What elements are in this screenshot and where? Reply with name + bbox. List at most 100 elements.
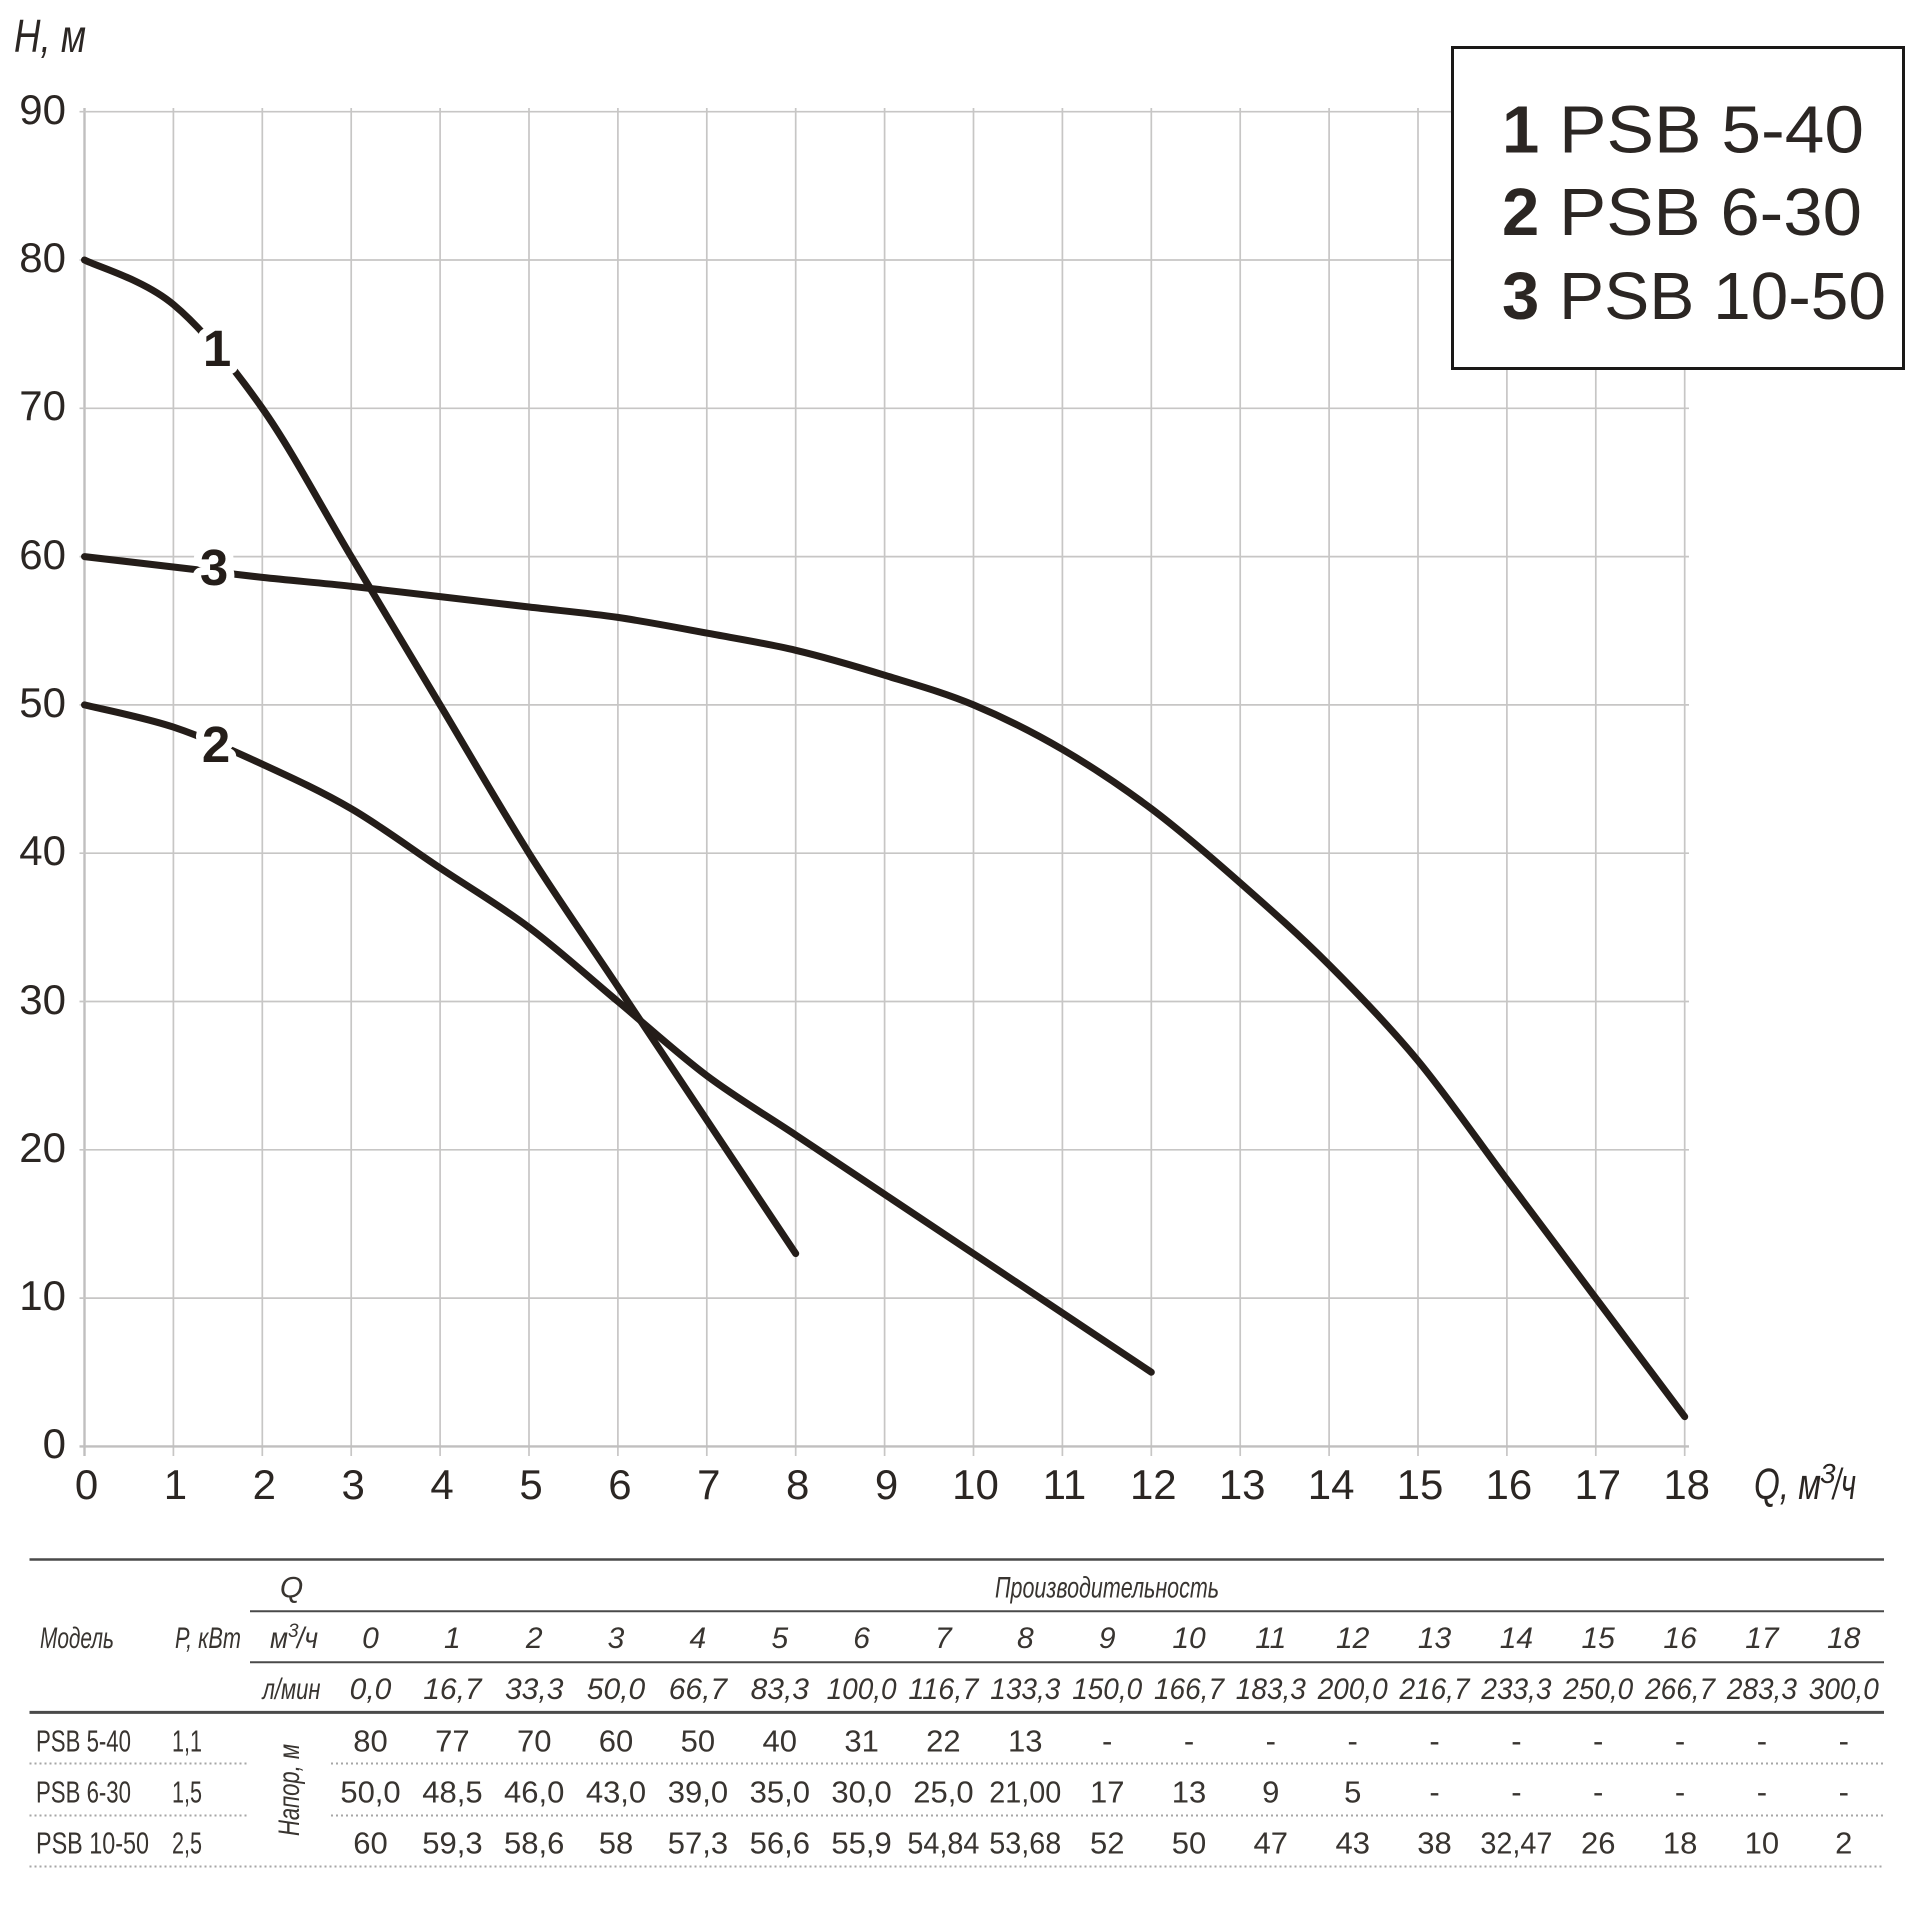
svg-text:-: - — [1102, 1724, 1112, 1759]
svg-text:5: 5 — [771, 1622, 788, 1655]
svg-text:100,0: 100,0 — [827, 1673, 897, 1706]
svg-text:10: 10 — [19, 1272, 66, 1319]
svg-text:60: 60 — [19, 531, 66, 578]
svg-text:16: 16 — [1486, 1461, 1533, 1508]
svg-text:Q, м: Q, м — [1754, 1460, 1821, 1509]
svg-text:250,0: 250,0 — [1562, 1673, 1633, 1706]
svg-text:22: 22 — [926, 1724, 960, 1759]
svg-text:20: 20 — [19, 1124, 66, 1171]
svg-text:50: 50 — [681, 1724, 715, 1759]
svg-text:/ч: /ч — [295, 1622, 318, 1655]
svg-text:-: - — [1675, 1775, 1685, 1810]
svg-text:3: 3 — [200, 539, 228, 596]
svg-text:-: - — [1184, 1724, 1194, 1759]
svg-text:56,6: 56,6 — [750, 1826, 810, 1861]
svg-text:-: - — [1593, 1775, 1603, 1810]
svg-text:66,7: 66,7 — [669, 1673, 729, 1706]
svg-text:25,0: 25,0 — [913, 1775, 973, 1810]
svg-text:80: 80 — [19, 234, 66, 281]
svg-text:59,3: 59,3 — [422, 1826, 482, 1861]
svg-text:4: 4 — [690, 1622, 707, 1655]
svg-text:Производительность: Производительность — [995, 1572, 1219, 1605]
svg-text:90: 90 — [19, 86, 66, 133]
svg-text:50,0: 50,0 — [340, 1775, 400, 1810]
svg-text:70: 70 — [517, 1724, 551, 1759]
svg-text:53,68: 53,68 — [989, 1826, 1061, 1861]
svg-text:3: 3 — [1502, 259, 1539, 334]
svg-text:17: 17 — [1090, 1775, 1124, 1810]
svg-text:14: 14 — [1500, 1622, 1533, 1655]
svg-text:18: 18 — [1663, 1826, 1697, 1861]
svg-text:300,0: 300,0 — [1809, 1673, 1879, 1706]
svg-text:283,3: 283,3 — [1726, 1673, 1797, 1706]
svg-text:2: 2 — [525, 1622, 543, 1655]
svg-text:50,0: 50,0 — [587, 1673, 646, 1706]
svg-text:40: 40 — [763, 1724, 797, 1759]
svg-text:л/мин: л/мин — [261, 1673, 320, 1706]
svg-text:46,0: 46,0 — [504, 1775, 564, 1810]
svg-text:10: 10 — [1172, 1622, 1206, 1655]
svg-text:3: 3 — [342, 1461, 365, 1508]
svg-text:14: 14 — [1308, 1461, 1355, 1508]
svg-text:54,84: 54,84 — [907, 1826, 979, 1861]
svg-text:58,6: 58,6 — [504, 1826, 564, 1861]
svg-text:13: 13 — [1418, 1622, 1452, 1655]
svg-text:-: - — [1511, 1724, 1521, 1759]
svg-text:1: 1 — [444, 1622, 461, 1655]
svg-text:-: - — [1511, 1775, 1521, 1810]
svg-text:10: 10 — [1745, 1826, 1779, 1861]
svg-text:43,0: 43,0 — [586, 1775, 646, 1810]
svg-text:Р, кВт: Р, кВт — [175, 1622, 241, 1655]
svg-text:7: 7 — [935, 1622, 953, 1655]
svg-text:233,3: 233,3 — [1480, 1673, 1551, 1706]
svg-text:1: 1 — [203, 320, 231, 377]
svg-text:16,7: 16,7 — [423, 1673, 483, 1706]
svg-text:-: - — [1757, 1775, 1767, 1810]
svg-text:39,0: 39,0 — [668, 1775, 728, 1810]
svg-text:216,7: 216,7 — [1399, 1673, 1471, 1706]
svg-text:3: 3 — [608, 1622, 625, 1655]
svg-text:18: 18 — [1827, 1622, 1861, 1655]
svg-text:2: 2 — [1835, 1826, 1852, 1861]
svg-text:60: 60 — [599, 1724, 633, 1759]
svg-text:1: 1 — [164, 1461, 187, 1508]
svg-text:16: 16 — [1663, 1622, 1697, 1655]
svg-text:PSB 10-50: PSB 10-50 — [1559, 259, 1886, 334]
svg-text:2: 2 — [1502, 175, 1539, 250]
svg-text:7: 7 — [697, 1461, 720, 1508]
svg-text:13: 13 — [1008, 1724, 1042, 1759]
svg-text:47: 47 — [1254, 1826, 1288, 1861]
svg-text:116,7: 116,7 — [908, 1673, 979, 1706]
svg-text:-: - — [1348, 1724, 1358, 1759]
svg-text:5: 5 — [1344, 1775, 1361, 1810]
svg-text:200,0: 200,0 — [1317, 1673, 1388, 1706]
svg-text:PSB 5-40: PSB 5-40 — [1559, 93, 1864, 168]
svg-text:60: 60 — [353, 1826, 387, 1861]
svg-text:40: 40 — [19, 827, 66, 874]
svg-text:35,0: 35,0 — [750, 1775, 810, 1810]
svg-text:8: 8 — [786, 1461, 809, 1508]
svg-text:18: 18 — [1663, 1461, 1710, 1508]
svg-text:30,0: 30,0 — [831, 1775, 891, 1810]
svg-text:Напор, м: Напор, м — [273, 1744, 306, 1836]
svg-text:2: 2 — [253, 1461, 276, 1508]
svg-text:/ч: /ч — [1831, 1460, 1856, 1509]
svg-text:50: 50 — [19, 679, 66, 726]
svg-text:52: 52 — [1090, 1826, 1124, 1861]
svg-text:48,5: 48,5 — [422, 1775, 482, 1810]
svg-text:10: 10 — [952, 1461, 999, 1508]
svg-text:-: - — [1839, 1724, 1849, 1759]
svg-text:2,5: 2,5 — [172, 1826, 202, 1861]
svg-text:-: - — [1429, 1724, 1439, 1759]
svg-text:0: 0 — [75, 1461, 98, 1508]
svg-text:3: 3 — [1820, 1458, 1836, 1489]
svg-text:PSB 5-40: PSB 5-40 — [36, 1724, 131, 1759]
svg-text:4: 4 — [430, 1461, 453, 1508]
svg-text:58: 58 — [599, 1826, 633, 1861]
svg-text:55,9: 55,9 — [831, 1826, 891, 1861]
svg-text:31: 31 — [844, 1724, 878, 1759]
svg-text:м: м — [270, 1622, 288, 1655]
svg-text:13: 13 — [1219, 1461, 1266, 1508]
svg-text:-: - — [1839, 1775, 1849, 1810]
svg-text:13: 13 — [1172, 1775, 1206, 1810]
